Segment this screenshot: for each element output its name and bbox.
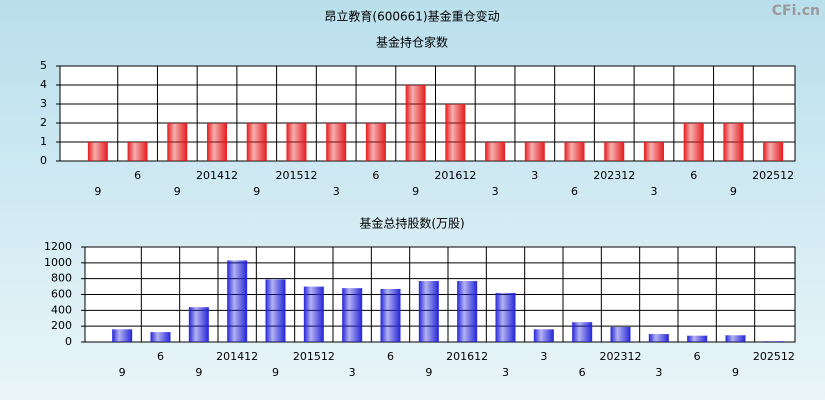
x-tick-label: 201412: [216, 350, 258, 363]
page-title: 昂立教育(600661)基金重仓变动: [324, 9, 499, 24]
x-tick-label: 6: [579, 366, 586, 379]
x-tick-label: 9: [94, 185, 101, 198]
x-tick-label: 9: [272, 366, 279, 379]
x-tick-label: 202512: [752, 169, 794, 182]
y-tick-label: 0: [40, 154, 47, 167]
x-tick-label: 9: [425, 366, 432, 379]
x-tick-label: 6: [694, 350, 701, 363]
x-tick-label: 202512: [753, 350, 795, 363]
bar: [380, 288, 401, 342]
bar: [303, 286, 324, 342]
bar: [167, 123, 188, 161]
x-tick-label: 9: [412, 185, 419, 198]
bar: [763, 142, 784, 161]
x-tick-label: 6: [157, 350, 164, 363]
bar: [246, 123, 267, 161]
bar: [445, 104, 466, 161]
bar: [418, 281, 439, 342]
x-tick-label: 3: [531, 169, 538, 182]
x-tick-label: 3: [349, 366, 356, 379]
x-tick-label: 201512: [275, 169, 317, 182]
x-tick-label: 3: [333, 185, 340, 198]
x-tick-label: 6: [134, 169, 141, 182]
x-tick-label: 3: [540, 350, 547, 363]
x-tick-label: 9: [174, 185, 181, 198]
x-tick-label: 201512: [293, 350, 335, 363]
y-tick-label: 200: [51, 319, 72, 332]
x-tick-label: 6: [387, 350, 394, 363]
bar: [643, 142, 664, 161]
x-tick-label: 201412: [196, 169, 238, 182]
x-tick-label: 6: [372, 169, 379, 182]
y-tick-label: 1000: [44, 256, 72, 269]
y-tick-label: 0: [65, 335, 72, 348]
bar: [87, 142, 108, 161]
bar: [188, 307, 209, 342]
x-tick-label: 202312: [593, 169, 635, 182]
y-tick-label: 800: [51, 272, 72, 285]
x-tick-label: 201612: [446, 350, 488, 363]
bar: [572, 322, 593, 342]
x-tick-label: 6: [690, 169, 697, 182]
chart-title: 基金总持股数(万股): [359, 216, 464, 231]
y-tick-label: 1: [40, 135, 47, 148]
bar: [533, 329, 554, 342]
bar: [495, 292, 516, 342]
x-tick-label: 9: [253, 185, 260, 198]
y-tick-label: 3: [40, 97, 47, 110]
bar: [207, 123, 228, 161]
bar: [405, 85, 426, 161]
bar: [610, 326, 631, 342]
bar: [604, 142, 625, 161]
bar: [112, 329, 133, 342]
bar: [150, 332, 171, 342]
x-tick-label: 201612: [434, 169, 476, 182]
bar: [227, 260, 248, 342]
y-tick-label: 5: [40, 59, 47, 72]
x-tick-label: 3: [502, 366, 509, 379]
x-tick-label: 3: [492, 185, 499, 198]
x-tick-label: 202312: [600, 350, 642, 363]
bar: [763, 341, 784, 342]
bar: [365, 123, 386, 161]
bar: [648, 334, 669, 342]
x-tick-label: 9: [732, 366, 739, 379]
bar: [683, 123, 704, 161]
bar: [127, 142, 148, 161]
bar: [687, 335, 708, 342]
x-tick-label: 9: [730, 185, 737, 198]
y-tick-label: 4: [40, 78, 47, 91]
bar: [457, 281, 478, 342]
bar: [286, 123, 307, 161]
bar: [564, 142, 585, 161]
bar: [485, 142, 506, 161]
x-tick-label: 3: [655, 366, 662, 379]
y-tick-label: 400: [51, 303, 72, 316]
bar: [725, 335, 746, 342]
y-tick-label: 1200: [44, 240, 72, 253]
x-tick-label: 3: [650, 185, 657, 198]
bar: [326, 123, 347, 161]
chart-title: 基金持仓家数: [376, 35, 448, 50]
y-tick-label: 2: [40, 116, 47, 129]
bar: [265, 279, 286, 342]
bar: [723, 123, 744, 161]
x-tick-label: 9: [119, 366, 126, 379]
x-tick-label: 6: [571, 185, 578, 198]
y-tick-label: 600: [51, 288, 72, 301]
x-tick-label: 9: [195, 366, 202, 379]
bar: [342, 288, 363, 342]
watermark: CFi.cn: [772, 3, 820, 19]
bar: [524, 142, 545, 161]
